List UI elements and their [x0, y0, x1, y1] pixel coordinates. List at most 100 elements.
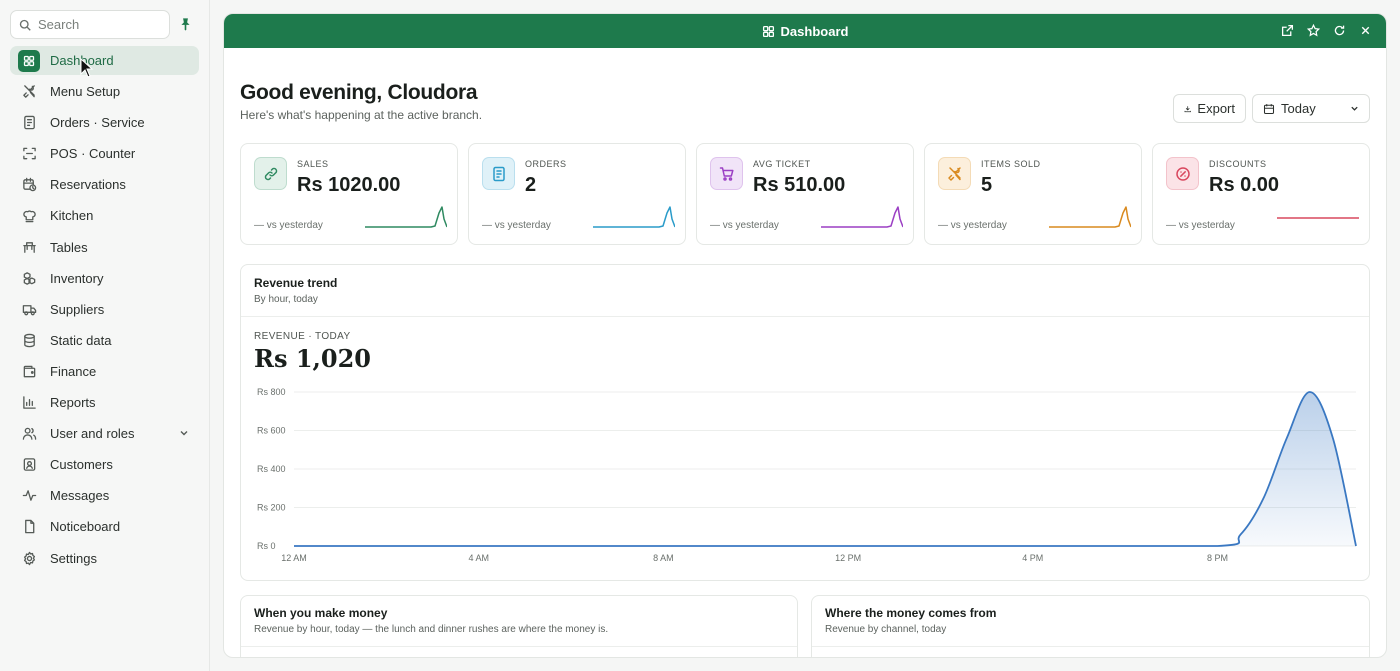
sidebar-item-kitchen[interactable]: Kitchen [10, 201, 199, 230]
sidebar-item-finance[interactable]: Finance [10, 357, 199, 386]
date-range-select[interactable]: Today [1252, 94, 1370, 123]
scan-icon-wrap [21, 146, 37, 162]
sidebar-item-label: Settings [50, 550, 97, 566]
divider [241, 316, 1369, 317]
sidebar-item-label: Kitchen [50, 208, 94, 224]
y-tick-label: Rs 0 [257, 541, 276, 551]
kpi-label: SALES [297, 159, 329, 169]
file-icon-wrap [21, 519, 37, 535]
kpi-value: Rs 510.00 [753, 174, 846, 196]
kpi-value: Rs 1020.00 [297, 174, 401, 196]
search-input[interactable] [38, 17, 158, 32]
revenue-by-channel-card: Where the money comes from Revenue by ch… [811, 595, 1370, 657]
sidebar-item-label: Reservations [50, 177, 126, 193]
utensils-icon-wrap [21, 84, 37, 100]
y-tick-label: Rs 400 [257, 464, 286, 474]
x-tick-label: 12 PM [835, 553, 861, 563]
kpi-card-sales[interactable]: SALES Rs 1020.00 — vs yesterday [240, 143, 458, 245]
calendar-icon [1263, 103, 1275, 114]
scan-icon [22, 147, 36, 160]
star-icon[interactable] [1306, 23, 1321, 37]
window-titlebar: Dashboard [224, 14, 1386, 48]
wallet-icon-wrap [21, 363, 37, 379]
revenue-area [294, 392, 1356, 546]
revenue-by-hour-card: When you make money Revenue by hour, tod… [240, 595, 798, 657]
file-icon [24, 520, 34, 534]
bar-chart-icon-wrap [21, 395, 37, 411]
chevron-down-icon[interactable] [179, 428, 189, 438]
sidebar-item-reports[interactable]: Reports [10, 388, 199, 417]
chef-hat-icon [22, 210, 36, 223]
kpi-card-orders[interactable]: ORDERS 2 — vs yesterday [468, 143, 686, 245]
kpi-card-discounts[interactable]: DISCOUNTS Rs 0.00 — vs yesterday [1152, 143, 1370, 245]
sidebar-item-label: Messages [50, 488, 110, 504]
revenue-trend-title: Revenue trend [254, 276, 338, 290]
utensils-icon [22, 85, 35, 98]
receipt-icon [492, 166, 505, 181]
external-link-icon[interactable] [1281, 24, 1294, 37]
kpi-card-avg-ticket[interactable]: AVG TICKET Rs 510.00 — vs yesterday [696, 143, 914, 245]
x-tick-label: 8 PM [1207, 553, 1228, 563]
kpi-compare: — vs yesterday [1166, 220, 1235, 231]
sidebar-item-suppliers[interactable]: Suppliers [10, 295, 199, 324]
x-tick-label: 8 AM [653, 553, 674, 563]
sidebar-item-label: Static data [50, 332, 112, 348]
gear-icon-wrap [21, 550, 37, 566]
card-subtitle: Revenue by channel, today [825, 624, 947, 635]
grid-icon [762, 25, 774, 37]
sidebar-item-customers[interactable]: Customers [10, 450, 199, 479]
sidebar-item-label: Orders · Service [50, 115, 145, 131]
contact-icon [23, 458, 35, 471]
sidebar-item-tables[interactable]: Tables [10, 233, 199, 262]
chef-hat-icon-wrap [21, 208, 37, 224]
download-icon [1184, 105, 1191, 112]
search-box[interactable] [10, 10, 170, 39]
y-tick-label: Rs 600 [257, 426, 286, 436]
receipt-icon [23, 115, 35, 130]
revenue-line [293, 391, 1357, 547]
sidebar-item-settings[interactable]: Settings [10, 544, 199, 573]
table-icon [22, 241, 36, 253]
receipt-icon-wrap [21, 115, 37, 131]
kpi-card-items-sold[interactable]: ITEMS SOLD 5 — vs yesterday [924, 143, 1142, 245]
refresh-icon[interactable] [1333, 24, 1346, 37]
sidebar-item-label: Inventory [50, 270, 104, 286]
sidebar-item-user-and-roles[interactable]: User and roles [10, 419, 199, 448]
sidebar-item-pos-counter[interactable]: POS · Counter [10, 139, 199, 168]
sidebar-item-static-data[interactable]: Static data [10, 326, 199, 355]
x-tick-label: 4 AM [468, 553, 489, 563]
revenue-trend-subtitle: By hour, today [254, 294, 318, 305]
sidebar-item-menu-setup[interactable]: Menu Setup [10, 77, 199, 106]
kpi-label: ITEMS SOLD [981, 159, 1041, 169]
users-icon-wrap [21, 426, 37, 442]
chevron-down-icon [1351, 106, 1358, 111]
database-icon-wrap [21, 332, 37, 348]
database-icon [23, 333, 35, 348]
utensils-icon [947, 166, 961, 181]
sidebar-item-dashboard[interactable]: Dashboard [10, 46, 199, 75]
truck-icon [22, 304, 36, 316]
sidebar-item-label: Noticeboard [50, 519, 121, 535]
sidebar-item-reservations[interactable]: Reservations [10, 170, 199, 199]
sidebar-item-label: Customers [50, 457, 113, 473]
kpi-sparkline [1277, 217, 1359, 219]
kpi-sparkline [821, 206, 903, 228]
sidebar-item-inventory[interactable]: Inventory [10, 264, 199, 293]
sidebar-item-label: Suppliers [50, 301, 105, 317]
kpi-sparkline [1049, 206, 1131, 228]
sidebar-item-messages[interactable]: Messages [10, 481, 199, 510]
sidebar-item-label: Menu Setup [50, 84, 121, 100]
export-button[interactable]: Export [1173, 94, 1246, 123]
date-range-label: Today [1281, 101, 1316, 116]
kpi-icon-tile [1166, 157, 1199, 190]
sidebar-item-orders-service[interactable]: Orders · Service [10, 108, 199, 137]
divider [241, 646, 797, 647]
close-icon[interactable] [1359, 24, 1372, 37]
greeting-title: Good evening, Cloudora [240, 81, 478, 104]
pin-icon[interactable] [179, 17, 192, 31]
kpi-icon-tile [938, 157, 971, 190]
kpi-icon-tile [482, 157, 515, 190]
sidebar-item-noticeboard[interactable]: Noticeboard [10, 512, 199, 541]
sidebar-item-label: Reports [50, 395, 96, 411]
sidebar-item-label: POS · Counter [50, 146, 136, 162]
